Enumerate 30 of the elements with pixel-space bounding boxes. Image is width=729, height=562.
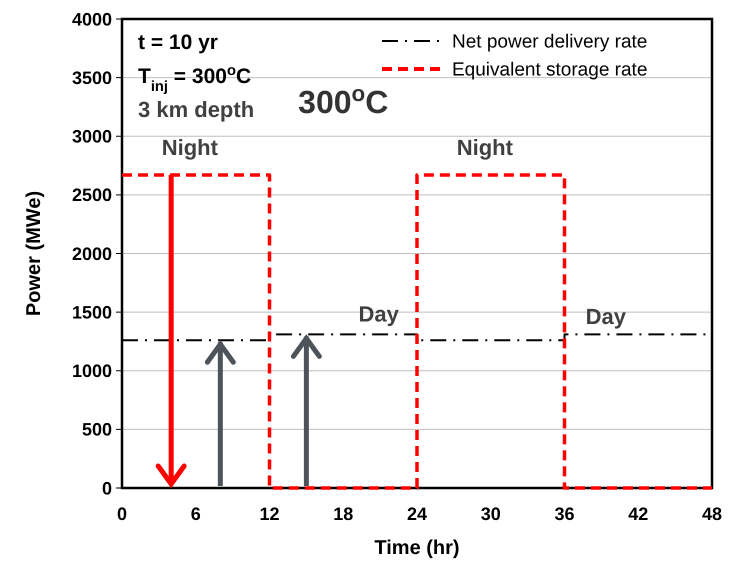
x-tick-label: 42 — [628, 504, 648, 524]
legend-label: Equivalent storage rate — [452, 60, 648, 81]
y-tick-label: 0 — [102, 478, 112, 498]
x-tick-label: 6 — [190, 504, 201, 524]
annotation: Day — [358, 302, 400, 327]
y-tick-label: 2000 — [72, 244, 112, 264]
annotation: Night — [162, 135, 219, 160]
x-tick-label: 18 — [333, 504, 354, 524]
y-axis-title: Power (MWe) — [23, 190, 45, 316]
y-tick-label: 4000 — [72, 9, 112, 30]
legend-label: Net power delivery rate — [452, 32, 648, 53]
y-tick-label: 3500 — [72, 68, 112, 88]
y-tick-label: 1500 — [72, 302, 112, 322]
annotation: 3 km depth — [138, 97, 254, 122]
y-tick-label: 1000 — [72, 361, 112, 382]
text: 300$^{o}$C — [298, 80, 388, 120]
x-tick-label: 24 — [406, 504, 428, 524]
y-tick-label: 2500 — [72, 185, 112, 206]
x-tick-label: 36 — [554, 504, 575, 524]
annotation: T$_{inj}$ = 300$^{o}$C — [138, 63, 252, 95]
x-tick-label: 30 — [480, 504, 501, 524]
annotation: Day — [586, 304, 627, 329]
x-tick-label: 48 — [702, 504, 722, 524]
annotation: Night — [456, 135, 514, 160]
annotation: t = 10 yr — [138, 31, 218, 54]
x-tick-label: 0 — [116, 504, 128, 524]
y-tick-label: 3000 — [72, 126, 112, 147]
x-axis-title: Time (hr) — [374, 537, 460, 559]
x-tick-label: 12 — [259, 504, 280, 524]
y-tick-label: 500 — [82, 420, 112, 440]
